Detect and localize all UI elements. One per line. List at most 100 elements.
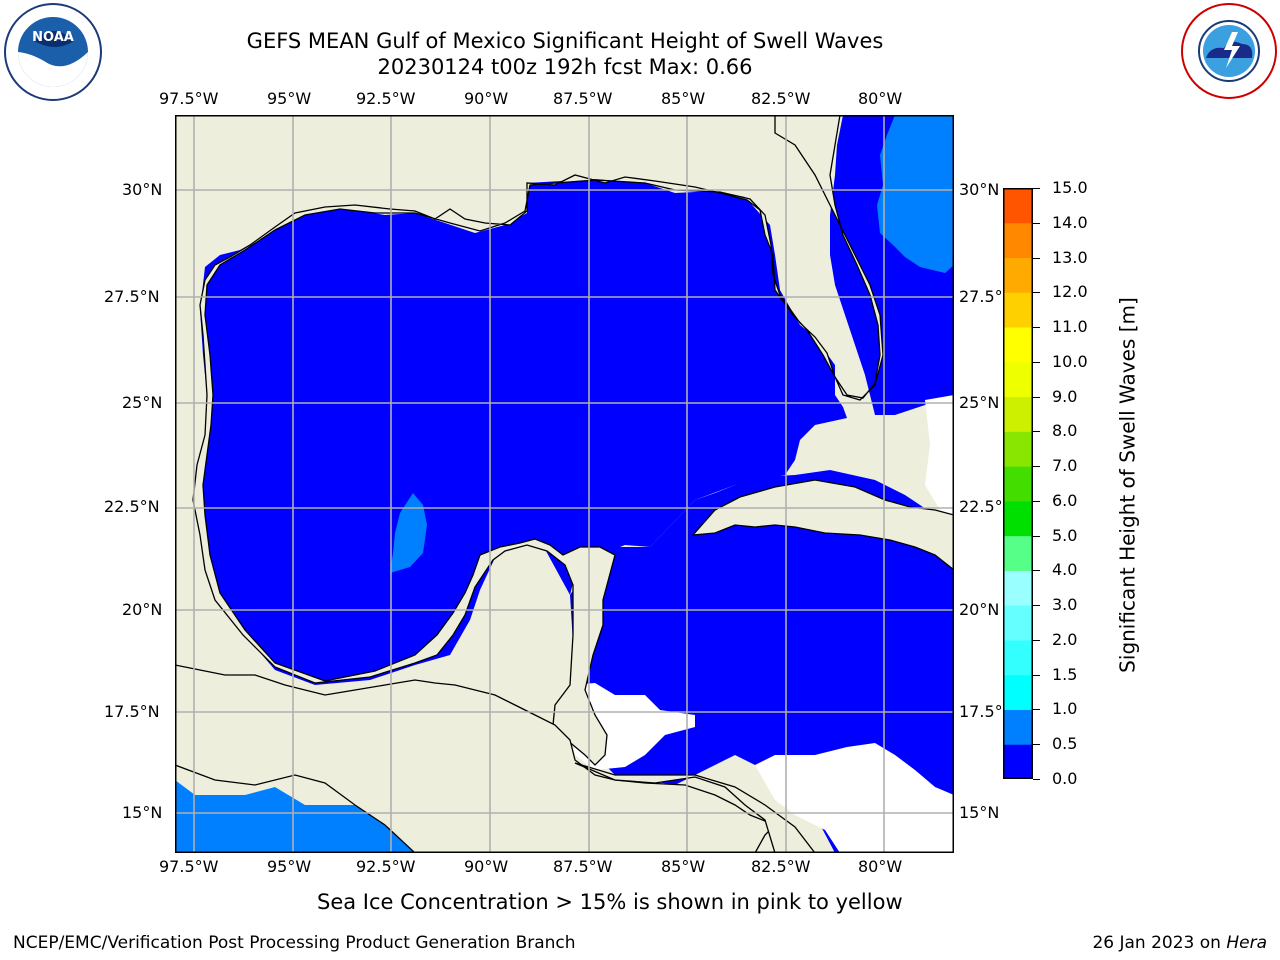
colorbar-swatch <box>1003 431 1033 467</box>
colorbar-tick-mark <box>1033 361 1040 363</box>
colorbar-tick-mark <box>1033 605 1040 607</box>
colorbar-tick-label: 11.0 <box>1052 317 1088 337</box>
colorbar-tick-mark <box>1033 639 1040 641</box>
lat-label-right: 15°N <box>959 803 1000 822</box>
colorbar-swatch <box>1003 605 1033 641</box>
lat-label-right: 30°N <box>959 180 1000 199</box>
colorbar-swatch <box>1003 188 1033 224</box>
lat-label-left: 20°N <box>122 600 163 619</box>
colorbar-tick-label: 4.0 <box>1052 560 1078 580</box>
lon-label-top: 80°W <box>858 89 903 108</box>
lon-label-bottom: 95°W <box>267 857 312 876</box>
sea-ice-note: Sea Ice Concentration > 15% is shown in … <box>317 890 903 914</box>
colorbar-tick-mark <box>1033 431 1040 433</box>
colorbar-swatch <box>1003 466 1033 502</box>
colorbar-tick-label: 14.0 <box>1052 212 1088 232</box>
colorbar-tick-label: 8.0 <box>1052 421 1078 441</box>
lat-label-left: 30°N <box>122 180 163 199</box>
colorbar-svg <box>1003 188 1033 780</box>
colorbar-border <box>1003 188 1033 779</box>
colorbar-tick-label: 9.0 <box>1052 386 1078 406</box>
colorbar-tick-mark <box>1033 674 1040 676</box>
colorbar-tick-label: 6.0 <box>1052 490 1078 510</box>
colorbar-tick-mark <box>1033 222 1040 224</box>
lon-label-top: 90°W <box>464 89 509 108</box>
map-svg <box>174 114 955 854</box>
lon-label-top: 92.5°W <box>356 89 416 108</box>
colorbar-swatch <box>1003 570 1033 606</box>
colorbar-tick-label: 1.5 <box>1052 664 1078 684</box>
colorbar-tick-mark <box>1033 466 1040 468</box>
colorbar-tick-mark <box>1033 744 1040 746</box>
no-data-east <box>925 395 954 515</box>
colorbar-tick-label: 10.0 <box>1052 351 1088 371</box>
colorbar-swatch <box>1003 222 1033 259</box>
colorbar-tick-mark <box>1033 779 1040 780</box>
colorbar-swatch <box>1003 639 1033 676</box>
no-data-honduras <box>755 743 954 853</box>
lon-label-bottom: 82.5°W <box>751 857 811 876</box>
colorbar-tick-label: 2.0 <box>1052 629 1078 649</box>
lat-label-left: 17.5°N <box>104 702 160 721</box>
lat-label-right: 17.5°N <box>959 702 1015 721</box>
colorbar-tick-label: 5.0 <box>1052 525 1078 545</box>
graticule <box>175 115 954 853</box>
page-subtitle: 20230124 t00z 192h fcst Max: 0.66 <box>377 55 753 79</box>
colorbar-swatch <box>1003 535 1033 571</box>
lon-label-bottom: 92.5°W <box>356 857 416 876</box>
colorbar-swatch <box>1003 292 1033 328</box>
colorbar-tick-mark <box>1033 257 1040 259</box>
footer-credit: NCEP/EMC/Verification Post Processing Pr… <box>13 933 576 953</box>
colorbar-tick-label: 15.0 <box>1052 178 1088 197</box>
colorbar-tick-mark <box>1033 327 1040 329</box>
cuba-land <box>691 479 955 572</box>
honduras-land <box>574 762 954 854</box>
colorbar-tick-mark <box>1033 396 1040 398</box>
footer-date-text: 26 Jan 2023 on <box>1092 933 1227 953</box>
colorbar-tick-label: 0.5 <box>1052 734 1078 754</box>
lon-label-bottom: 90°W <box>464 857 509 876</box>
lon-label-top: 97.5°W <box>159 89 219 108</box>
colorbar-tick-label: 7.0 <box>1052 456 1078 476</box>
colorbar-tick-label: 12.0 <box>1052 282 1088 302</box>
lat-label-right: 25°N <box>959 393 1000 412</box>
gulf-ocean <box>193 179 847 685</box>
lat-label-right: 27.5°N <box>959 287 1015 306</box>
page-title: GEFS MEAN Gulf of Mexico Significant Hei… <box>246 29 884 53</box>
swell-patch-central <box>390 493 427 573</box>
colorbar-tick-label: 0.0 <box>1052 769 1078 788</box>
colorbar-tick-label: 1.0 <box>1052 699 1078 719</box>
colorbar-tick-mark <box>1033 500 1040 502</box>
colorbar-swatch <box>1003 327 1033 363</box>
footer-host: Hera <box>1226 933 1267 953</box>
lon-label-top: 82.5°W <box>751 89 811 108</box>
lat-label-left: 25°N <box>122 393 163 412</box>
colorbar-tick-mark <box>1033 188 1040 189</box>
colorbar-tick-mark <box>1033 570 1040 572</box>
noaa-logo: NOAA <box>4 3 102 101</box>
noaa-logo-text: NOAA <box>32 30 74 45</box>
colorbar-swatch <box>1003 674 1033 710</box>
colorbar-tick-mark <box>1033 292 1040 294</box>
footer-date: 26 Jan 2023 on Hera <box>1092 933 1267 953</box>
lat-label-left: 15°N <box>122 803 163 822</box>
lon-label-bottom: 80°W <box>858 857 903 876</box>
colorbar-title: Significant Height of Swell Waves [m] <box>1115 297 1140 673</box>
swell-patch-atlantic <box>877 115 954 273</box>
florida-land <box>192 114 884 766</box>
colorbar-swatch <box>1003 396 1033 432</box>
colorbar-swatch <box>1003 500 1033 537</box>
colorbar-swatch <box>1003 744 1033 780</box>
swell-patch-pacific <box>175 780 415 853</box>
lon-label-top: 87.5°W <box>553 89 613 108</box>
map-border <box>175 115 954 853</box>
colorbar-tick-label: 3.0 <box>1052 595 1078 615</box>
colorbar-swatch <box>1003 361 1033 398</box>
nws-logo <box>1180 2 1278 100</box>
lat-label-right: 22.5°N <box>959 497 1015 516</box>
lat-label-left: 22.5°N <box>104 497 160 516</box>
lon-label-bottom: 85°W <box>661 857 706 876</box>
lon-label-top: 85°W <box>661 89 706 108</box>
lat-label-right: 20°N <box>959 600 1000 619</box>
colorbar-tick-label: 13.0 <box>1052 247 1088 267</box>
